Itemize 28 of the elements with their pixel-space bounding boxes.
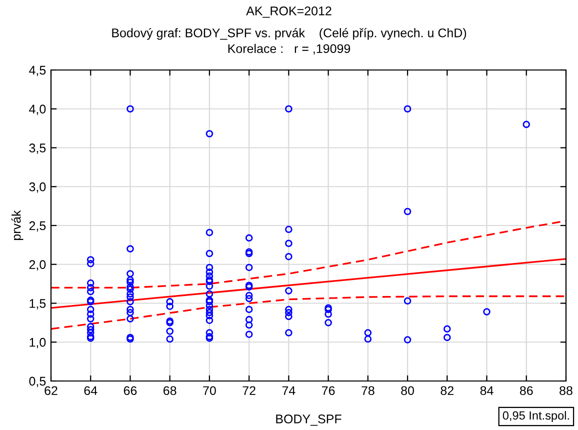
- chart-title: AK_ROK=2012: [246, 6, 332, 18]
- x-tick-label: 88: [560, 386, 572, 396]
- x-tick-label: 84: [480, 386, 494, 396]
- y-tick-label: 3,0: [29, 182, 46, 193]
- y-tick-label: 1,0: [30, 338, 46, 348]
- y-tick-label: 3,5: [29, 144, 46, 154]
- y-tick-label: 0,5: [29, 376, 46, 388]
- x-tick-label: 86: [520, 386, 533, 396]
- x-tick-label: 62: [44, 386, 58, 396]
- y-tick-label: 2,0: [29, 260, 46, 271]
- y-tick-label: 2,5: [29, 221, 46, 232]
- y-tick-label: 4,0: [29, 104, 46, 116]
- x-tick-label: 78: [362, 386, 374, 396]
- y-tick-label: 4,5: [29, 66, 46, 76]
- x-tick-label: 74: [282, 386, 296, 395]
- x-tick-label: 70: [203, 386, 216, 396]
- chart-subtitle: Bodový graf: BODY_SPF vs. prvák (Celé příp. vynech. u ChD) Korelace : r = ,19099: [112, 28, 466, 55]
- y-axis-title: prvák: [11, 210, 24, 240]
- y-tick-label: 1,5: [30, 299, 46, 310]
- x-tick-label: 82: [440, 386, 454, 396]
- x-axis-title: BODY_SPF: [276, 414, 342, 426]
- x-tick-label: 72: [242, 386, 256, 395]
- x-tick-label: 80: [401, 386, 414, 396]
- x-tick-label: 64: [84, 386, 98, 396]
- x-tick-label: 76: [322, 386, 335, 396]
- text: 0,95 Int.spol.: [502, 410, 569, 422]
- x-tick-label: 66: [124, 386, 137, 396]
- x-tick-label: 68: [164, 386, 176, 396]
